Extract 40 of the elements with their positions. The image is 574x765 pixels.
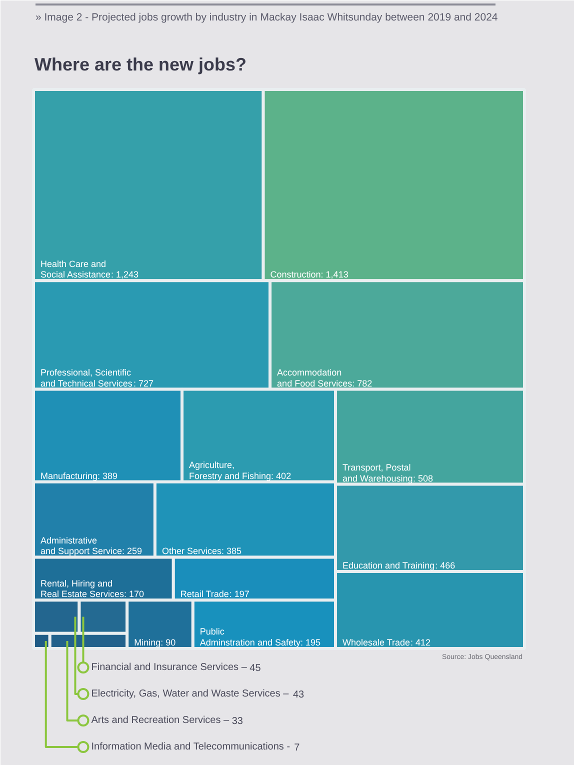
category-label: Education and Training	[342, 560, 435, 570]
data-label: : 508	[413, 473, 434, 484]
category-label: Agriculture, Forestry and Fishing	[189, 460, 272, 481]
category-label: Transport, Postal and Warehousing	[342, 462, 413, 484]
data-label: : 195	[300, 638, 320, 648]
data-label: : 1,243	[111, 270, 139, 280]
data-label: : 466	[435, 560, 456, 570]
data-label: : 1,413	[320, 270, 348, 280]
data-label: : 412	[410, 638, 431, 648]
category-label: Information Media and Telecommunications -	[91, 742, 290, 752]
category-label: Arts and Recreation Services –	[91, 715, 230, 726]
data-label: : 90	[160, 638, 176, 648]
category-label: Mining	[134, 638, 161, 648]
data-label: : 170	[124, 589, 144, 600]
data-label: : 197	[229, 589, 250, 600]
category-label: Rental, Hiring and Real Estate Services	[40, 578, 125, 600]
category-label: Public Adminstration and Safety	[200, 626, 301, 648]
category-label: Other Services	[162, 546, 222, 556]
data-label: 45	[250, 663, 262, 674]
data-label: : 402	[271, 470, 292, 481]
category-label: Retail Trade	[180, 589, 229, 600]
category-label: Financial and Insurance Services –	[91, 662, 248, 673]
data-label: : 389	[98, 470, 118, 481]
category-label: Administrative and Support Service	[40, 535, 122, 556]
data-label: : 385	[221, 546, 242, 556]
data-label: 33	[232, 716, 244, 727]
text: Where are the new jobs?	[34, 54, 247, 74]
text: » Image 2 - Projected jobs growth by industry in Mackay Isaac Whitsunday between 2019 and 2024	[36, 12, 498, 24]
category-label: Health Care and Social Assistance	[40, 258, 111, 280]
category-label: Accommodation and Food Services	[277, 368, 353, 388]
category-label: Professional, Scientific and Technical Services	[40, 368, 133, 388]
data-label: : 782	[352, 378, 372, 388]
category-label: Manufacturing	[40, 470, 98, 481]
data-label: 43	[292, 690, 305, 700]
data-label: : 259	[122, 546, 142, 556]
category-label: Electricity, Gas, Water and Waste Services –	[91, 688, 290, 700]
category-label: Construction	[270, 270, 321, 280]
data-label: 7	[294, 742, 300, 754]
data-label: : 727	[134, 378, 154, 388]
category-label: Wholesale Trade	[342, 638, 410, 648]
